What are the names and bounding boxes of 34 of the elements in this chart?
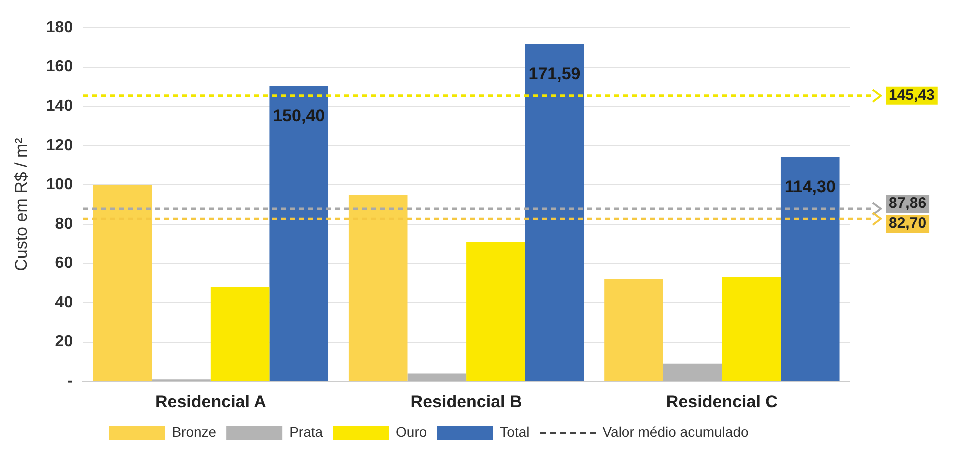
y-tick-label: 100 <box>46 176 74 194</box>
data-label: 171,59 <box>528 64 581 84</box>
text: Valor médio acumulado <box>602 424 749 440</box>
x-tick-label: Residencial A <box>155 392 266 412</box>
y-tick-label: 160 <box>46 58 74 76</box>
data-label: 150,40 <box>273 106 326 126</box>
y-tick-label: 60 <box>55 255 74 272</box>
ref-line-label: 82,70 <box>889 215 927 232</box>
ref-line-label: 145,43 <box>889 87 935 104</box>
y-tick-label: 20 <box>55 334 74 351</box>
bar <box>210 287 270 382</box>
data-label: 114,30 <box>784 177 836 196</box>
y-tick-label: 120 <box>46 137 74 154</box>
bar <box>466 242 526 382</box>
legend-label: Ouro <box>396 424 428 440</box>
ref-line-label: 87,86 <box>889 195 927 212</box>
y-tick-label: - <box>68 373 74 390</box>
bar <box>525 44 584 382</box>
y-tick-label: 180 <box>46 19 74 36</box>
legend-label: Prata <box>290 424 324 440</box>
y-tick-label: 80 <box>55 216 74 233</box>
bar <box>270 86 329 382</box>
bar <box>663 364 722 382</box>
bar <box>604 279 664 382</box>
y-tick-label: 140 <box>46 98 74 115</box>
legend-label: Bronze <box>172 424 217 440</box>
x-tick-label: Residencial C <box>666 392 778 412</box>
bar <box>780 157 840 382</box>
y-tick-label: 40 <box>55 294 74 312</box>
bar <box>722 277 781 382</box>
legend-label: Total <box>500 424 530 440</box>
y-axis-title: Custo em R$ / m² <box>12 138 31 272</box>
x-tick-label: Residencial B <box>410 392 522 412</box>
bar <box>408 374 467 382</box>
